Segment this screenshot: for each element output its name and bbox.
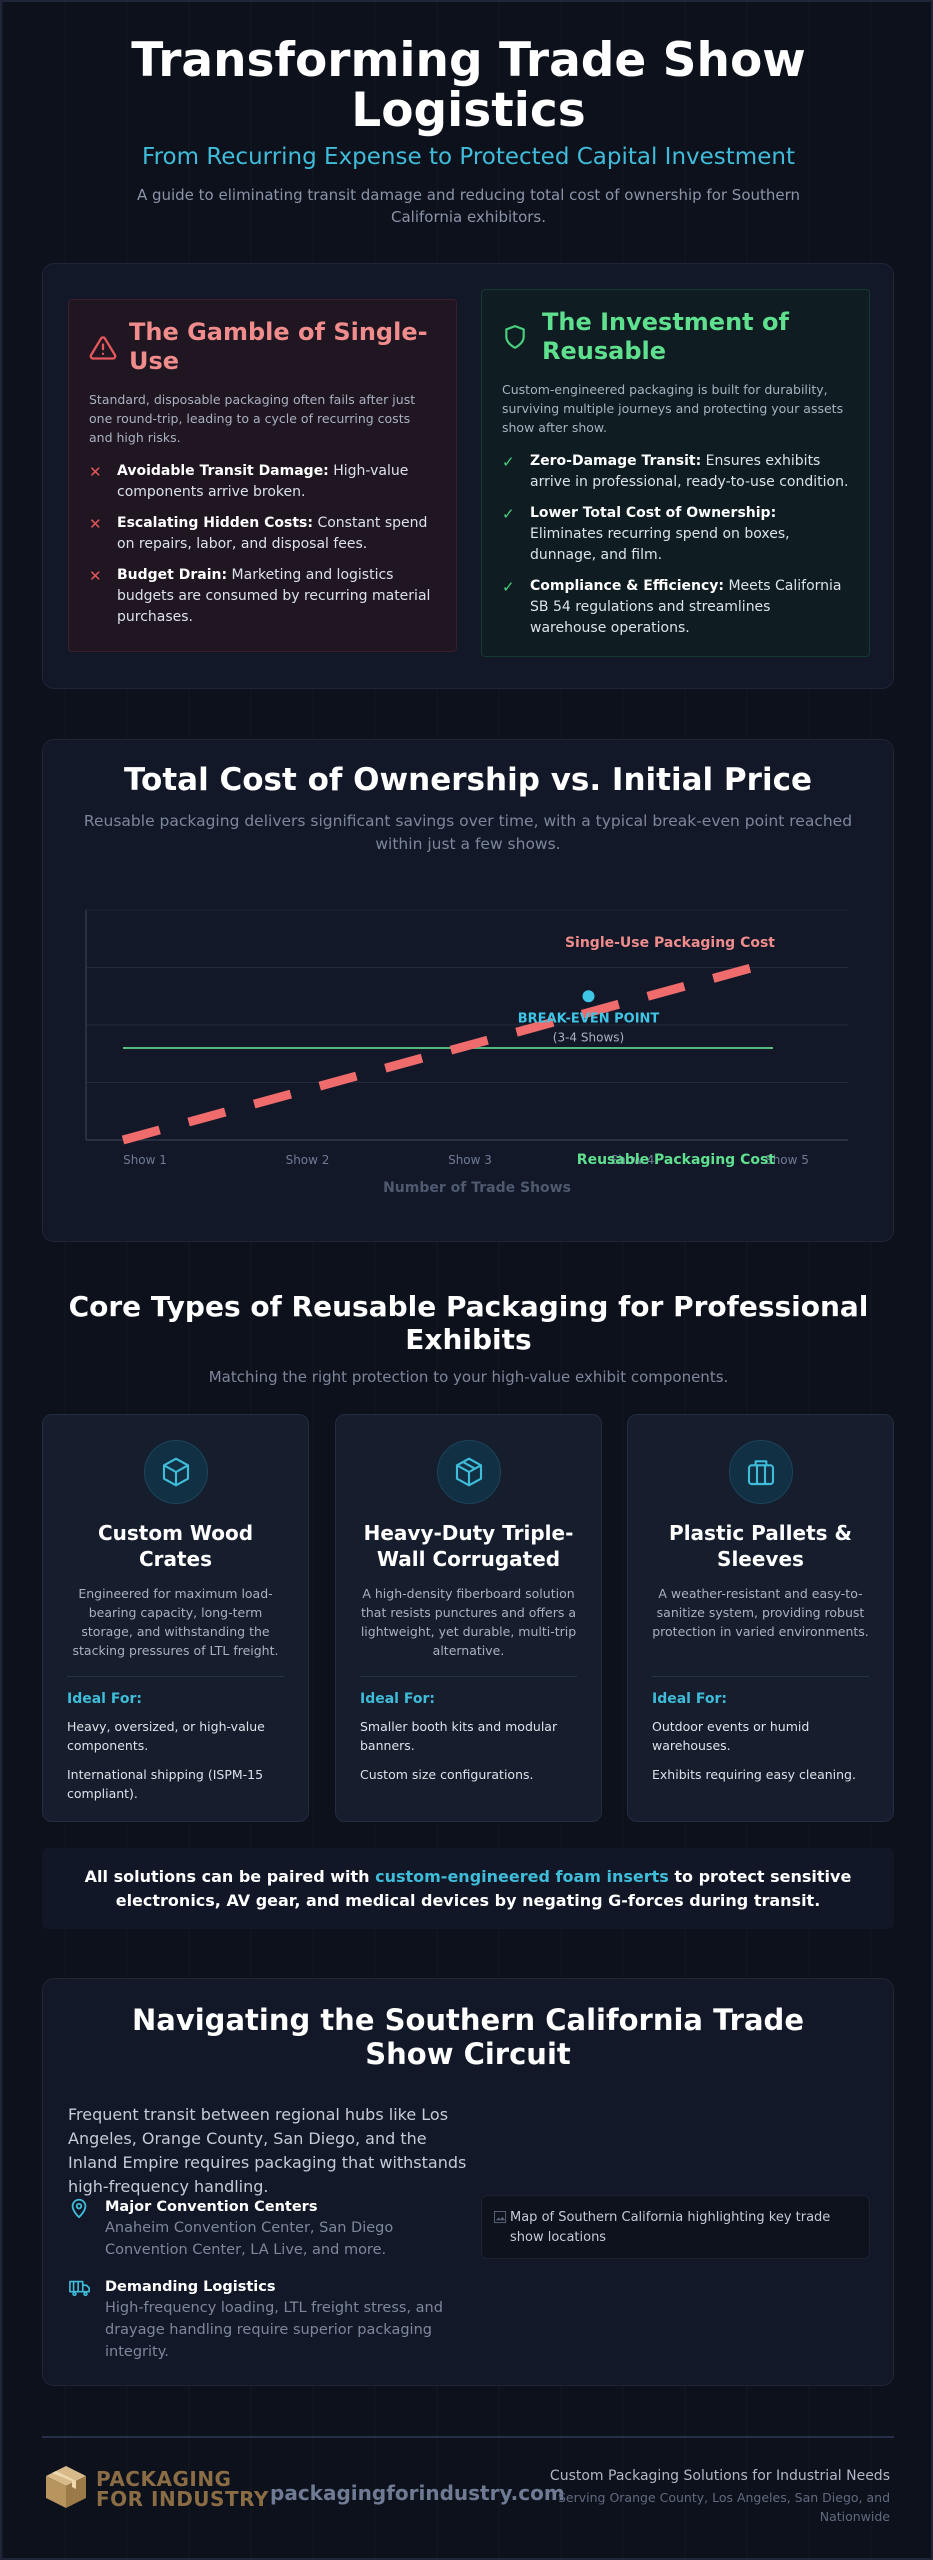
brand-logo[interactable]: PACKAGING FOR INDUSTRY bbox=[42, 2464, 269, 2514]
list-item: ✓ Zero-Damage Transit: Ensures exhibits a… bbox=[502, 451, 849, 493]
map-alt-text: Map of Southern California highlighting … bbox=[510, 2210, 831, 2245]
type-description: A weather-resistant and easy-to-sanitize… bbox=[652, 1586, 869, 1639]
footer-service-area: Serving Orange County, Los Angeles, San … bbox=[557, 2490, 890, 2524]
type-title: Custom Wood Crates bbox=[97, 1521, 254, 1571]
single-use-title: The Gamble of Single-Use bbox=[129, 318, 428, 375]
socal-panel: Navigating the Southern California Trade… bbox=[42, 1978, 894, 2386]
type-title: Heavy-Duty Triple-Wall Corrugated bbox=[363, 1521, 574, 1571]
x-tick-label: Show 2 bbox=[286, 1153, 330, 1167]
x-icon: ✕ bbox=[89, 515, 102, 533]
single-use-card: The Gamble of Single-Use Standard, dispo… bbox=[68, 299, 457, 652]
break-even-label: BREAK-EVEN POINT bbox=[518, 1011, 660, 1026]
tco-chart: Show 1 Show 2 Show 3 Show 4 Show 5 Number of … bbox=[85, 909, 848, 1196]
tco-subtitle: Reusable packaging delivers significant … bbox=[83, 812, 853, 853]
single-use-series-label: Single-Use Packaging Cost bbox=[565, 935, 775, 951]
x-tick-label: Show 4 bbox=[611, 1153, 655, 1167]
single-use-cost-line bbox=[121, 963, 755, 1145]
feature-text: High-frequency loading, LTL freight stre… bbox=[105, 2300, 443, 2360]
x-axis-label: Number of Trade Shows bbox=[383, 1180, 571, 1196]
type-description: A high-density fiberboard solution that … bbox=[360, 1586, 577, 1658]
broken-image-icon bbox=[494, 2211, 508, 2225]
feature-logistics: Demanding Logistics High-frequency loadi… bbox=[68, 2277, 468, 2363]
website-link[interactable]: packagingforindustry.com bbox=[270, 2481, 565, 2505]
briefcase-icon bbox=[728, 1440, 793, 1504]
divider bbox=[67, 1676, 284, 1677]
tco-title: Total Cost of Ownership vs. Initial Pric… bbox=[124, 762, 812, 798]
ideal-item: International shipping (ISPM-15 complian… bbox=[67, 1767, 264, 1801]
ideal-for-label: Ideal For: bbox=[67, 1691, 142, 1707]
reusable-lead: Custom-engineered packaging is built for… bbox=[502, 382, 844, 435]
box-icon bbox=[436, 1440, 501, 1504]
logo-box-icon bbox=[42, 2464, 90, 2514]
ideal-for-label: Ideal For: bbox=[652, 1691, 727, 1707]
type-card-corrugated: Heavy-Duty Triple-Wall Corrugated A high… bbox=[335, 1414, 602, 1822]
ideal-item: Outdoor events or humid warehouses. bbox=[652, 1719, 810, 1753]
list-item: ✕ Budget Drain: Marketing and logistics b… bbox=[89, 565, 436, 628]
break-even-point bbox=[582, 990, 595, 1003]
check-icon: ✓ bbox=[502, 505, 515, 523]
reusable-list: ✓ Zero-Damage Transit: Ensures exhibits a… bbox=[502, 451, 849, 639]
foam-inserts-note: All solutions can be paired with custom-… bbox=[42, 1848, 894, 1929]
list-item: ✕ Avoidable Transit Damage: High-value co… bbox=[89, 461, 436, 503]
x-icon: ✕ bbox=[89, 463, 102, 481]
reusable-series-label: Reusable Packaging Cost bbox=[577, 1152, 776, 1168]
socal-intro: Frequent transit between regional hubs l… bbox=[68, 2105, 467, 2196]
warning-triangle-icon bbox=[89, 334, 119, 364]
types-title: Core Types of Reusable Packaging for Pro… bbox=[68, 1290, 869, 1356]
shield-icon bbox=[502, 324, 532, 354]
type-title: Plastic Pallets & Sleeves bbox=[669, 1521, 852, 1571]
feature-title: Demanding Logistics bbox=[105, 2279, 276, 2295]
single-use-list: ✕ Avoidable Transit Damage: High-value co… bbox=[89, 461, 436, 628]
truck-icon bbox=[68, 2277, 92, 2363]
type-description: Engineered for maximum load-bearing capa… bbox=[72, 1586, 279, 1658]
feature-text: Anaheim Convention Center, San Diego Con… bbox=[105, 2220, 394, 2258]
cube-icon bbox=[143, 1440, 208, 1504]
map-image-placeholder: Map of Southern California highlighting … bbox=[481, 2195, 870, 2259]
types-subtitle: Matching the right protection to your hi… bbox=[208, 1368, 729, 1386]
page-description: A guide to eliminating transit damage an… bbox=[136, 186, 801, 226]
types-header: Core Types of Reusable Packaging for Pro… bbox=[2, 1290, 933, 1386]
type-card-wood-crates: Custom Wood Crates Engineered for maximu… bbox=[42, 1414, 309, 1822]
list-item: ✓ Lower Total Cost of Ownership: Eliminat… bbox=[502, 503, 849, 566]
x-tick-label: Show 3 bbox=[448, 1153, 492, 1167]
feature-convention-centers: Major Convention Centers Anaheim Convent… bbox=[68, 2197, 468, 2261]
footer-tagline: Custom Packaging Solutions for Industria… bbox=[549, 2468, 890, 2484]
hero: Transforming Trade Show Logistics From R… bbox=[2, 36, 933, 228]
feature-title: Major Convention Centers bbox=[105, 2199, 318, 2215]
logo-line-2: FOR INDUSTRY bbox=[96, 2487, 269, 2511]
foam-inserts-highlight: custom-engineered foam inserts bbox=[375, 1866, 669, 1886]
check-icon: ✓ bbox=[502, 578, 515, 596]
divider bbox=[652, 1676, 869, 1677]
type-card-plastic-pallets: Plastic Pallets & Sleeves A weather-resi… bbox=[627, 1414, 894, 1822]
page-title: Transforming Trade Show Logistics bbox=[131, 33, 806, 138]
footer-info: Custom Packaging Solutions for Industria… bbox=[530, 2466, 890, 2526]
reusable-title: The Investment of Reusable bbox=[542, 308, 789, 365]
tco-panel: Total Cost of Ownership vs. Initial Pric… bbox=[42, 739, 894, 1242]
check-icon: ✓ bbox=[502, 453, 515, 471]
reusable-card: The Investment of Reusable Custom-engine… bbox=[481, 289, 870, 657]
comparison-panel: The Gamble of Single-Use Standard, dispo… bbox=[42, 263, 894, 689]
page-subtitle: From Recurring Expense to Protected Capi… bbox=[142, 144, 795, 170]
ideal-item: Heavy, oversized, or high-value componen… bbox=[67, 1719, 265, 1753]
socal-title: Navigating the Southern California Trade… bbox=[132, 2003, 804, 2071]
x-tick-label: Show 1 bbox=[123, 1153, 167, 1167]
break-even-sublabel: (3-4 Shows) bbox=[553, 1030, 624, 1044]
single-use-lead: Standard, disposable packaging often fai… bbox=[89, 392, 416, 445]
divider bbox=[360, 1676, 577, 1677]
x-tick-label: Show 5 bbox=[765, 1153, 809, 1167]
ideal-item: Exhibits requiring easy cleaning. bbox=[652, 1767, 856, 1782]
x-icon: ✕ bbox=[89, 567, 102, 585]
ideal-for-label: Ideal For: bbox=[360, 1691, 435, 1707]
ideal-item: Smaller booth kits and modular banners. bbox=[360, 1719, 558, 1753]
map-pin-icon bbox=[68, 2197, 92, 2261]
list-item: ✓ Compliance & Efficiency: Meets Californ… bbox=[502, 576, 849, 639]
footer-divider bbox=[42, 2436, 894, 2438]
ideal-item: Custom size configurations. bbox=[360, 1767, 534, 1782]
list-item: ✕ Escalating Hidden Costs: Constant spend… bbox=[89, 513, 436, 555]
logo-line-1: PACKAGING bbox=[96, 2467, 232, 2491]
